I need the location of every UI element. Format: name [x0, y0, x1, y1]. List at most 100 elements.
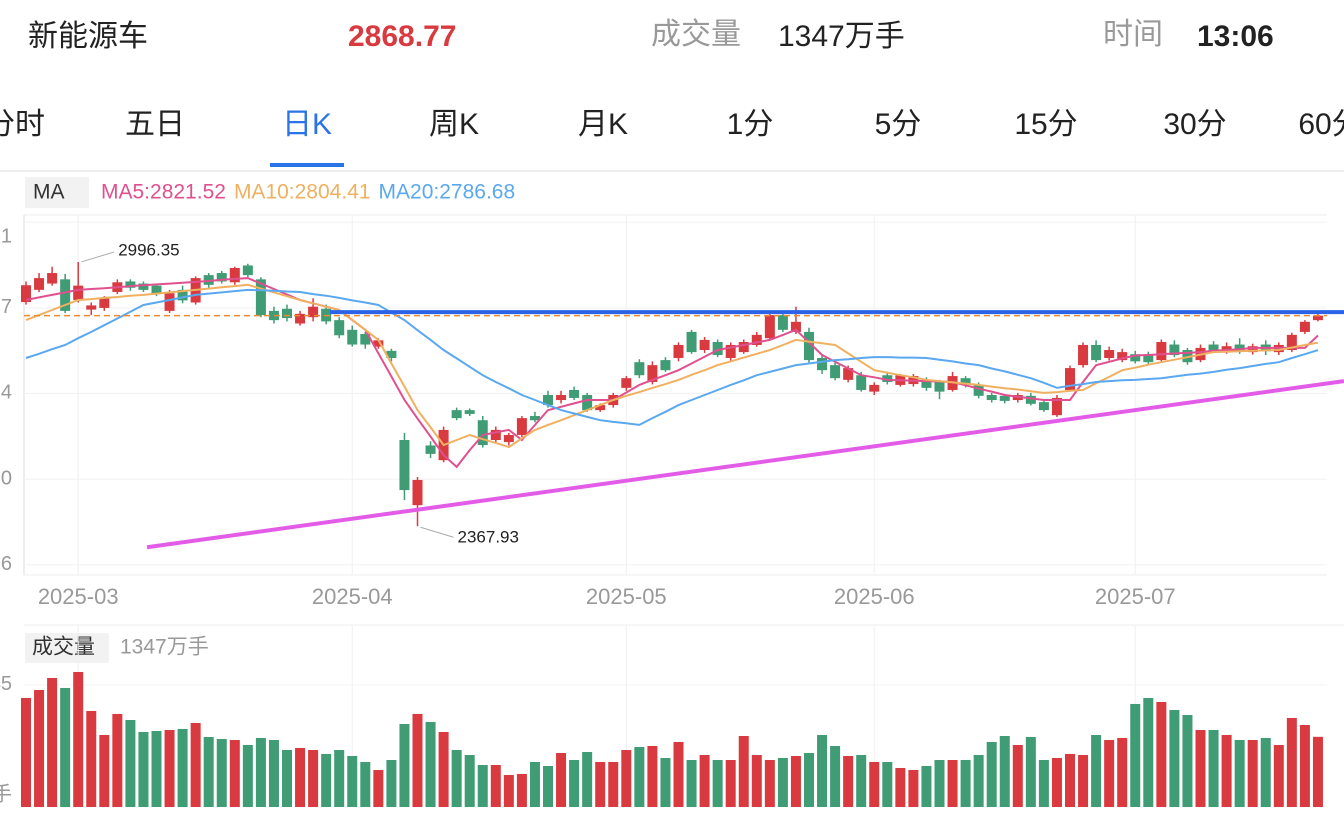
volume-bar: [882, 761, 893, 807]
candle-body: [334, 320, 345, 336]
volume-bar: [282, 750, 292, 807]
candle-body: [556, 395, 567, 401]
candle-body: [1247, 346, 1258, 353]
volume-bar: [764, 760, 775, 807]
volume-bar: [229, 740, 240, 807]
candle-body: [1234, 344, 1245, 352]
volume-bar: [1065, 753, 1075, 807]
volume-bar: [295, 747, 306, 807]
volume-bar: [660, 757, 671, 807]
candle-body: [1065, 368, 1075, 390]
volume-bar: [582, 751, 593, 807]
legend-entry: MA5:2821.52: [101, 181, 226, 204]
candle-body: [634, 362, 645, 376]
candle-body: [921, 379, 932, 388]
volume-bar: [777, 757, 788, 807]
high-leader: [81, 251, 115, 263]
volume-bar: [386, 760, 397, 807]
y-tick-label: 2684: [0, 382, 12, 404]
volume-bar: [529, 761, 540, 807]
volume-bar: [817, 735, 828, 807]
volume-bar: [986, 741, 997, 807]
ma-chip: [25, 177, 89, 208]
candle-body: [177, 289, 188, 301]
volume-bar: [1247, 740, 1258, 807]
tab[interactable]: 5分: [875, 108, 922, 141]
volume-tick-label: 2345: [0, 673, 12, 695]
tab[interactable]: 1分: [727, 108, 774, 141]
tab[interactable]: 五日: [125, 108, 185, 141]
volume-bar: [1299, 725, 1310, 807]
tab[interactable]: 月K: [578, 108, 628, 141]
volume-bar: [960, 760, 971, 807]
volume-bar: [47, 677, 58, 807]
volume-bar: [438, 731, 449, 807]
tab[interactable]: 分时: [0, 108, 45, 141]
candle-body: [647, 365, 658, 382]
legend-entry: MA20:2786.68: [379, 181, 516, 204]
candle-body: [660, 360, 671, 371]
tab[interactable]: 60分: [1298, 108, 1344, 141]
volume-bar: [908, 770, 919, 807]
volume-bar: [151, 730, 162, 807]
volume-bar: [569, 760, 580, 807]
tab[interactable]: 30分: [1163, 108, 1226, 141]
tab[interactable]: 日K: [282, 108, 332, 141]
candle-body: [99, 298, 110, 308]
candle-body: [830, 365, 841, 379]
candle-body: [882, 375, 893, 382]
ma-line: [25, 288, 1319, 426]
volume-bar: [347, 756, 358, 807]
volume-bar: [790, 756, 801, 807]
candle-body: [242, 265, 253, 276]
candle-body: [268, 310, 279, 321]
candle-body: [934, 381, 945, 392]
x-tick-label: 2025-05: [586, 584, 667, 609]
x-tick-label: 2025-06: [834, 584, 915, 609]
volume-bar: [1182, 715, 1193, 807]
candle-body: [817, 357, 828, 371]
candle-body: [1025, 395, 1036, 404]
candle-body: [751, 334, 762, 345]
volume-bar: [895, 767, 906, 807]
candle-body: [412, 479, 423, 506]
candle-body: [451, 410, 462, 419]
candle-body: [856, 375, 867, 390]
candle-body: [1169, 344, 1180, 356]
volume-bar: [255, 737, 266, 807]
candle-body: [595, 405, 606, 411]
volume-bar: [712, 760, 723, 807]
candle-body: [1117, 352, 1128, 361]
trend-line: [146, 379, 1344, 550]
candle-body: [569, 389, 580, 398]
volume-bar: [21, 697, 31, 807]
candle-body: [699, 339, 710, 350]
volume-bar: [608, 761, 619, 807]
volume-bar: [934, 760, 945, 807]
candle-body: [686, 331, 697, 353]
candle-body: [399, 440, 410, 491]
candle-body: [373, 340, 384, 347]
ma-line: [25, 277, 1319, 469]
volume-bar: [321, 753, 332, 807]
candle-body: [308, 306, 319, 318]
volume-bar: [373, 770, 384, 807]
volume-bar: [412, 713, 423, 807]
candle-body: [21, 285, 31, 303]
candle-body: [543, 395, 553, 406]
volume-bar: [686, 760, 697, 807]
volume-bar: [125, 720, 136, 807]
volume-bar: [177, 728, 188, 807]
candle-body: [60, 279, 71, 311]
candle-body: [203, 275, 214, 285]
tab[interactable]: 周K: [429, 108, 479, 141]
price: 2868.77: [348, 20, 456, 53]
volume-bar: [921, 766, 932, 807]
volume-bar: [1012, 745, 1023, 807]
candle-body: [47, 273, 58, 284]
candle-body: [764, 315, 775, 339]
tab-underline: [270, 163, 344, 167]
tab[interactable]: 15分: [1014, 108, 1077, 141]
volume-bar: [334, 750, 345, 807]
